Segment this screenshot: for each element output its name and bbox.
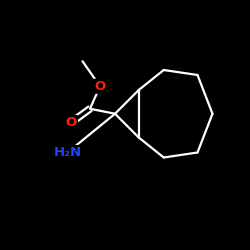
Text: H₂N: H₂N (54, 146, 82, 159)
Text: O: O (94, 80, 106, 93)
Text: O: O (66, 116, 77, 129)
